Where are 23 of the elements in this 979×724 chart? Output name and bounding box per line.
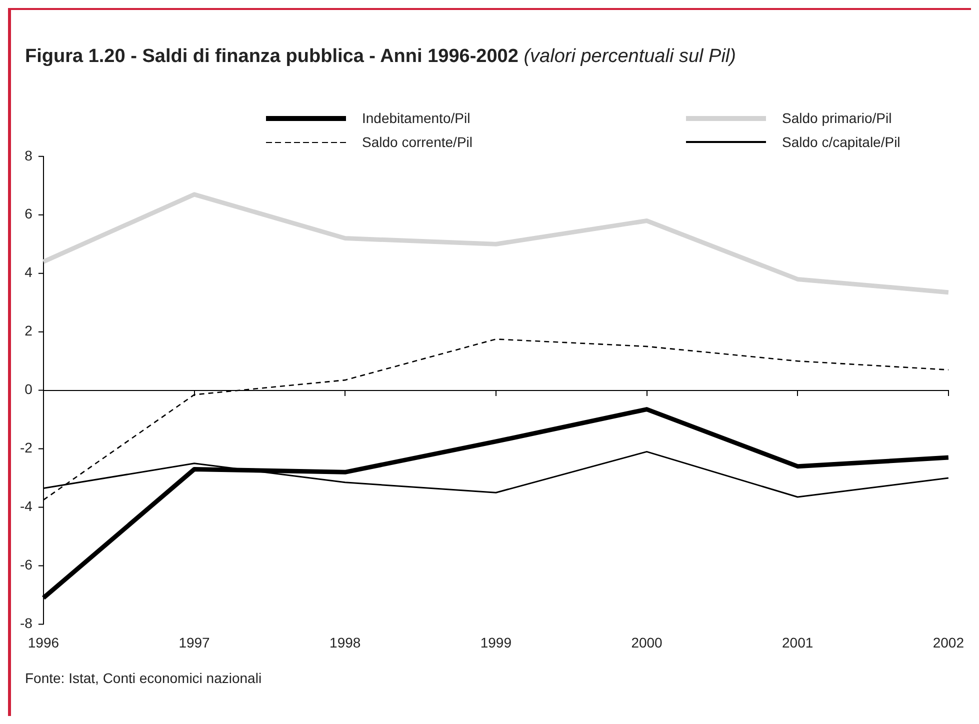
y-tick-label: 2: [24, 322, 33, 339]
y-tick-label: -2: [20, 440, 33, 456]
chart-subtitle: (valori percentuali sul Pil): [524, 46, 736, 67]
legend-label: Saldo corrente/Pil: [362, 134, 473, 150]
y-tick-label: 8: [24, 147, 33, 164]
x-tick-label: 1996: [28, 634, 60, 650]
source-note: Fonte: Istat, Conti economici nazionali: [25, 670, 262, 686]
y-tick-label: 4: [24, 264, 33, 280]
chart-title: Figura 1.20 - Saldi di finanza pubblica - Anni 1996-2002: [25, 46, 518, 67]
x-tick-label: 1997: [178, 634, 210, 650]
x-tick-label: 2001: [782, 634, 814, 650]
y-tick-label: -6: [20, 556, 33, 573]
y-tick-label: -8: [20, 615, 33, 632]
x-tick-label: 1998: [330, 634, 361, 650]
y-tick-label: 6: [24, 206, 33, 222]
legend-label: Indebitamento/Pil: [362, 110, 470, 126]
x-tick-label: 1999: [480, 634, 512, 650]
x-tick-label: 2002: [932, 634, 964, 650]
y-tick-label: -4: [20, 498, 33, 514]
legend-label: Saldo primario/Pil: [782, 110, 892, 126]
y-tick-label: 0: [24, 381, 33, 398]
x-tick-label: 2000: [631, 634, 663, 650]
legend-label: Saldo c/capitale/Pil: [782, 134, 900, 150]
